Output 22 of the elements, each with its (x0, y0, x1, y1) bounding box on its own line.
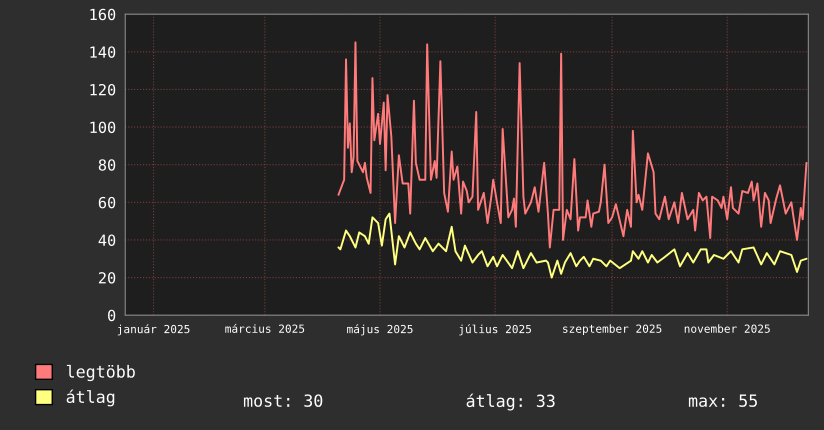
y-tick-label: 60 (98, 196, 116, 208)
y-tick-label: 0 (108, 310, 116, 322)
text: most: 30 (244, 394, 322, 407)
legend-label: legtöbb (66, 364, 135, 382)
x-tick-label: szeptember 2025 (563, 324, 662, 336)
legend-label: átlag (66, 389, 114, 406)
y-tick-label: 160 (90, 8, 116, 20)
y-tick-label: 20 (98, 272, 116, 284)
x-tick-label: július 2025 (459, 324, 532, 336)
line-series (338, 41, 808, 248)
x-tick-label: január 2025 (118, 324, 190, 336)
y-tick-label: 100 (90, 122, 116, 134)
x-tick-label: november 2025 (684, 324, 770, 333)
y-tick-label: 80 (98, 159, 116, 171)
y-tick-label: 140 (90, 46, 116, 58)
y-tick-label: 40 (98, 234, 116, 246)
text: max: 55 (688, 394, 757, 407)
line-series (338, 212, 808, 279)
x-tick-label: március 2025 (225, 324, 304, 333)
x-tick-label: május 2025 (347, 324, 413, 336)
y-tick-label: 120 (90, 84, 116, 96)
text: átlag: 33 (466, 394, 555, 411)
